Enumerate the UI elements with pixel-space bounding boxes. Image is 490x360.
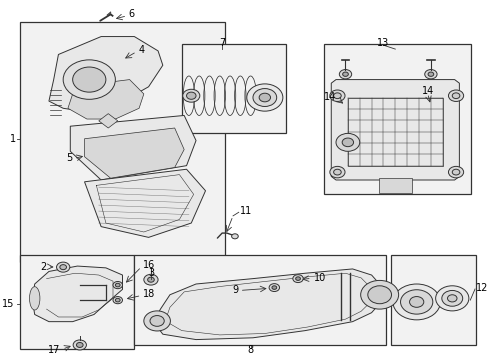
Polygon shape — [99, 114, 118, 128]
Polygon shape — [85, 169, 205, 237]
Circle shape — [115, 298, 120, 302]
Circle shape — [63, 60, 115, 99]
Polygon shape — [153, 269, 381, 339]
Circle shape — [442, 291, 463, 306]
Circle shape — [330, 90, 345, 102]
Circle shape — [60, 265, 67, 270]
Text: 10: 10 — [314, 273, 326, 283]
Circle shape — [253, 89, 277, 107]
Bar — [21, 255, 134, 348]
Polygon shape — [70, 116, 196, 180]
Circle shape — [150, 316, 164, 326]
Bar — [348, 98, 443, 166]
Circle shape — [452, 169, 460, 175]
Text: 6: 6 — [129, 9, 135, 19]
Polygon shape — [49, 37, 163, 112]
Circle shape — [144, 311, 171, 331]
Text: 13: 13 — [377, 38, 390, 48]
Circle shape — [452, 93, 460, 99]
Text: 7: 7 — [219, 38, 225, 48]
Polygon shape — [85, 128, 184, 178]
Circle shape — [410, 297, 424, 307]
Circle shape — [425, 69, 437, 79]
Circle shape — [448, 166, 464, 178]
Circle shape — [340, 69, 352, 79]
Circle shape — [361, 280, 399, 309]
Text: 3: 3 — [148, 267, 154, 278]
Circle shape — [343, 72, 348, 76]
Text: 1: 1 — [10, 134, 16, 144]
Circle shape — [259, 93, 270, 102]
Circle shape — [247, 84, 283, 111]
Circle shape — [368, 286, 392, 304]
Circle shape — [269, 284, 279, 292]
Text: 17: 17 — [49, 345, 61, 355]
Circle shape — [447, 295, 457, 302]
Circle shape — [448, 90, 464, 102]
Circle shape — [56, 262, 70, 272]
Circle shape — [336, 134, 360, 151]
Circle shape — [113, 297, 122, 304]
Polygon shape — [32, 266, 122, 321]
Text: 9: 9 — [233, 285, 239, 296]
Circle shape — [393, 284, 441, 320]
Circle shape — [113, 282, 122, 289]
Circle shape — [73, 67, 106, 92]
Circle shape — [183, 89, 200, 102]
Bar — [379, 178, 412, 193]
Circle shape — [272, 286, 277, 289]
Circle shape — [428, 72, 434, 76]
Circle shape — [73, 340, 86, 350]
Circle shape — [342, 138, 354, 147]
Polygon shape — [331, 80, 460, 180]
Circle shape — [187, 92, 196, 99]
Circle shape — [436, 286, 469, 311]
Text: 4: 4 — [138, 45, 144, 55]
Text: 18: 18 — [143, 289, 155, 299]
Text: 2: 2 — [40, 262, 47, 272]
Circle shape — [115, 283, 120, 287]
Text: 12: 12 — [476, 283, 489, 293]
Circle shape — [76, 342, 83, 347]
Text: 16: 16 — [143, 260, 155, 270]
Bar — [21, 22, 224, 262]
Bar — [182, 44, 286, 134]
Circle shape — [334, 93, 341, 99]
Bar — [391, 255, 476, 345]
Circle shape — [144, 274, 158, 285]
Bar — [324, 44, 471, 194]
Circle shape — [147, 277, 154, 282]
Ellipse shape — [29, 287, 40, 310]
Text: 14: 14 — [421, 86, 434, 96]
Circle shape — [330, 166, 345, 178]
Circle shape — [400, 290, 433, 314]
Text: 8: 8 — [247, 345, 254, 355]
Text: 11: 11 — [240, 206, 252, 216]
Circle shape — [232, 234, 238, 239]
Bar — [134, 255, 386, 345]
Text: 5: 5 — [67, 153, 73, 163]
Text: 15: 15 — [2, 299, 15, 309]
Circle shape — [334, 169, 341, 175]
Circle shape — [295, 277, 300, 280]
Circle shape — [293, 275, 303, 283]
Polygon shape — [68, 80, 144, 119]
Text: 14: 14 — [324, 92, 337, 102]
